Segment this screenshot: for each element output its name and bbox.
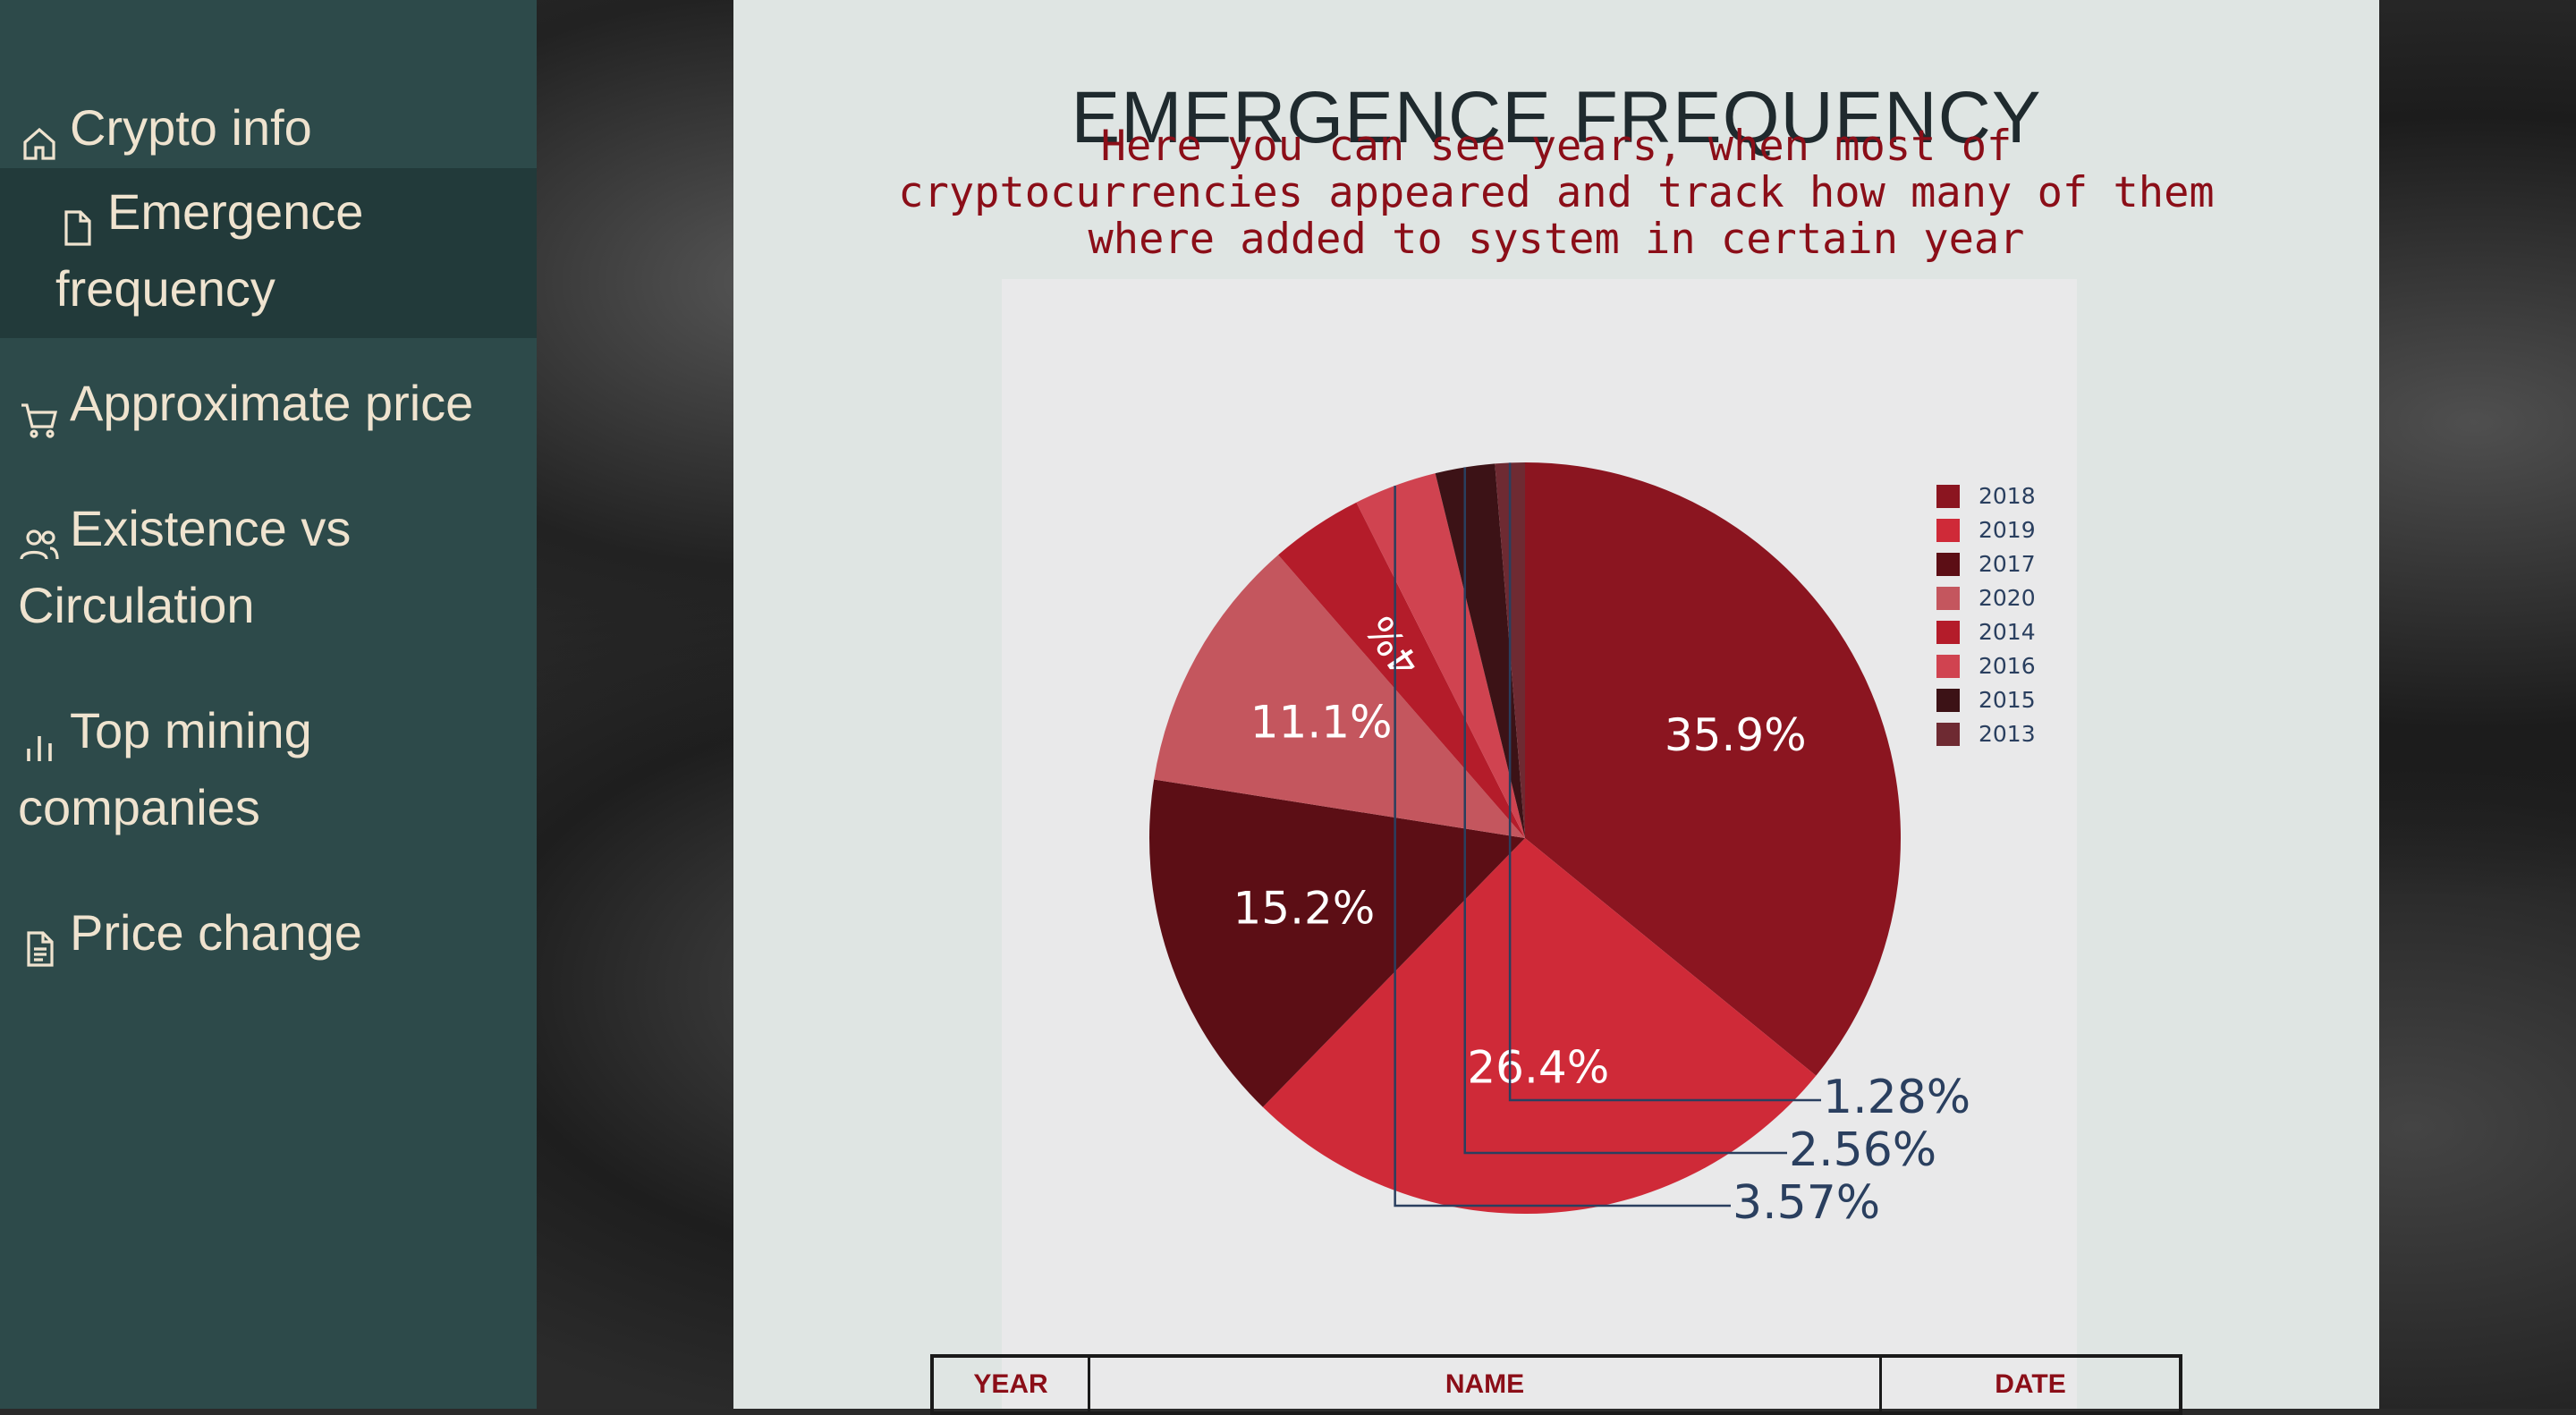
- legend-label-2018[interactable]: 2018: [1979, 483, 2036, 509]
- pie-slice-2017[interactable]: [1149, 779, 1525, 1107]
- legend-swatch-2020[interactable]: [1936, 587, 1960, 610]
- legend-label-2013[interactable]: 2013: [1979, 721, 2036, 747]
- pie-slice-2014[interactable]: [1278, 502, 1525, 838]
- legend-label-2016[interactable]: 2016: [1979, 653, 2036, 679]
- document-icon: [18, 915, 61, 967]
- pie-label-2017: 15.2%: [1233, 883, 1375, 935]
- legend-swatch-2018[interactable]: [1936, 485, 1960, 508]
- pie-slice-2015[interactable]: [1435, 463, 1525, 838]
- legend-label-2019[interactable]: 2019: [1979, 517, 2036, 543]
- legend-label-2014[interactable]: 2014: [1979, 619, 2036, 645]
- leader-line-2016: [1394, 485, 1731, 1207]
- legend-label-2020[interactable]: 2020: [1979, 585, 2036, 611]
- cart-icon: [18, 386, 61, 438]
- sidebar-item-label: Approximate price: [70, 375, 474, 431]
- pie-chart-container: 35.9% 26.4% 15.2% 11.1% 4% 3.57% 2.56% 1.28% 201…: [1002, 279, 2077, 1409]
- legend-swatch-2013[interactable]: [1936, 723, 1960, 746]
- pie-label-2016: 3.57%: [1733, 1176, 1880, 1230]
- pie-slice-2016[interactable]: [1356, 473, 1525, 838]
- pie-label-2018: 35.9%: [1665, 709, 1807, 761]
- legend-swatch-2019[interactable]: [1936, 519, 1960, 542]
- leader-line-2015: [1463, 467, 1787, 1155]
- pie-chart: 35.9%26.4%15.2%11.1%4%3.57%2.56%1.28%201…: [1149, 462, 2036, 1230]
- pie-slice-2018[interactable]: [1525, 462, 1901, 1076]
- leader-line-2013: [1508, 462, 1821, 1102]
- users-icon: [18, 511, 61, 560]
- pie-label-2015: 2.56%: [1789, 1123, 1936, 1177]
- pie-label-2013: 1.28%: [1823, 1071, 1970, 1124]
- pie-label-2020: 11.1%: [1250, 696, 1393, 748]
- sidebar-item-price-change[interactable]: Price change: [0, 894, 537, 971]
- sidebar-item-label: Crypto info: [70, 99, 312, 156]
- pie-label-2019: 26.4%: [1467, 1041, 1609, 1093]
- legend-swatch-2014[interactable]: [1936, 621, 1960, 644]
- legend-label-2017[interactable]: 2017: [1979, 551, 2036, 577]
- column-header-name[interactable]: NAME: [1088, 1354, 1882, 1415]
- legend-label-2015[interactable]: 2015: [1979, 687, 2036, 713]
- sidebar-item-label: Price change: [70, 904, 362, 961]
- legend-swatch-2015[interactable]: [1936, 689, 1960, 712]
- page-title: EMERGENCE FREQUENCY: [1071, 76, 2042, 158]
- home-icon: [18, 110, 61, 160]
- sidebar-item-existence-vs-circulation[interactable]: Existence vs Circulation: [0, 490, 537, 644]
- sidebar-item-approximate-price[interactable]: Approximate price: [0, 365, 537, 442]
- sidebar-item-crypto-info[interactable]: Crypto info: [0, 89, 537, 166]
- column-header-year[interactable]: YEAR: [930, 1354, 1090, 1415]
- pie-slice-2020[interactable]: [1154, 555, 1525, 838]
- bar-chart-icon: [18, 713, 61, 762]
- main-panel: EMERGENCE FREQUENCY Here you can see yea…: [733, 0, 2379, 1415]
- column-header-date[interactable]: DATE: [1879, 1354, 2182, 1415]
- pie-slice-2019[interactable]: [1262, 838, 1817, 1214]
- sidebar-item-top-mining-companies[interactable]: Top mining companies: [0, 692, 537, 846]
- legend-swatch-2017[interactable]: [1936, 553, 1960, 576]
- sidebar-item-label: Existence vs Circulation: [18, 500, 352, 633]
- sidebar-item-label: Emergence frequency: [55, 183, 364, 317]
- table-header-row: YEAR NAME DATE: [930, 1354, 2182, 1415]
- emergence-table: YEAR NAME DATE: [930, 1354, 2182, 1415]
- file-icon: [55, 194, 98, 246]
- sidebar-item-emergence-frequency[interactable]: Emergence frequency: [0, 168, 537, 338]
- legend-swatch-2016[interactable]: [1936, 655, 1960, 678]
- sidebar: Crypto info Emergence frequency Approxim…: [0, 0, 537, 1409]
- sidebar-item-label: Top mining companies: [18, 702, 312, 835]
- page-subtitle: Here you can see years, when most of cry…: [898, 122, 2215, 264]
